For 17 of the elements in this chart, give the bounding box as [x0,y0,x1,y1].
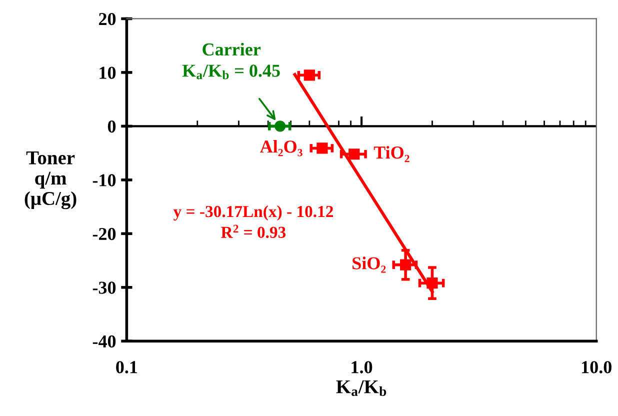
x-tick-label: 10.0 [582,361,612,374]
annotation: y = -30.17Ln(x) - 10.12 R$^{2}$ = 0.93 [173,205,333,238]
y-tick-label: 0 [108,120,116,133]
x-tick-label: 0.1 [116,361,138,374]
y-tick-label: -10 [92,174,116,186]
y-axis-title: Toner q/m (μC/g) [24,151,76,210]
annotation: Al₂O₃ [260,140,302,156]
annotation: SiO₂ [352,256,386,273]
y-tick-label: 20 [98,12,116,26]
y-tick-label: -20 [92,228,116,240]
x-tick-label: 1.0 [352,361,372,374]
y-tick-label: -30 [92,282,116,294]
x-axis-title: K$_{a}$/K$_{b}$ [336,380,386,396]
annotation: TiO₂ [374,146,410,162]
y-tick-label: -40 [92,335,116,348]
y-tick-label: 10 [100,66,116,79]
annotation: Carrier K$_{a}$/K$_{b}$ = 0.45 [182,42,280,80]
